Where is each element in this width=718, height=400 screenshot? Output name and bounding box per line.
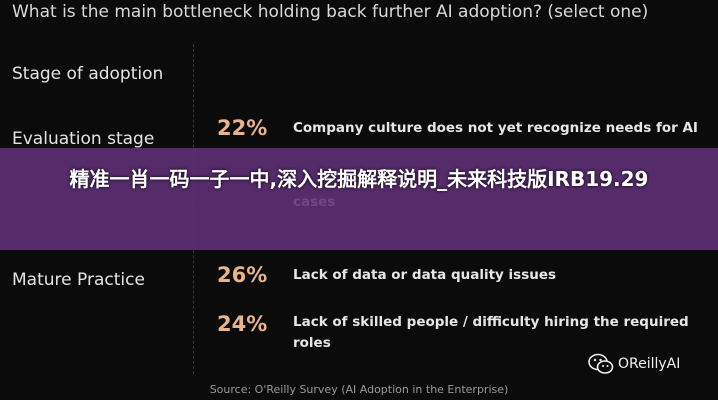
overlay-banner-text: 精准一肖一码一子一中,深入挖掘解释说明_未来科技版IRB19.29: [69, 167, 649, 191]
overlay-banner: 精准一肖一码一子一中,深入挖掘解释说明_未来科技版IRB19.29: [0, 148, 718, 250]
header-stage-of-adoption: Stage of adoption: [12, 64, 164, 84]
label-lack-of-skilled-people: Lack of skilled people / difficulty hiri…: [293, 314, 689, 351]
value-26: 26%: [217, 263, 268, 287]
oreilly-logo: OReillyAI: [588, 353, 680, 375]
value-24: 24%: [217, 312, 268, 336]
label-company-culture: Company culture does not yet recognize n…: [293, 120, 698, 136]
source-note: Source: O'Reilly Survey (AI Adoption in …: [209, 383, 509, 396]
wechat-icon: [588, 353, 614, 374]
stage-mature-practice: Mature Practice: [12, 270, 145, 290]
stage-evaluation: Evaluation stage: [12, 129, 155, 149]
chart-title: What is the main bottleneck holding back…: [12, 2, 649, 22]
value-22: 22%: [217, 116, 268, 140]
label-lack-of-data: Lack of data or data quality issues: [293, 267, 557, 283]
logo-text: OReillyAI: [618, 356, 681, 372]
